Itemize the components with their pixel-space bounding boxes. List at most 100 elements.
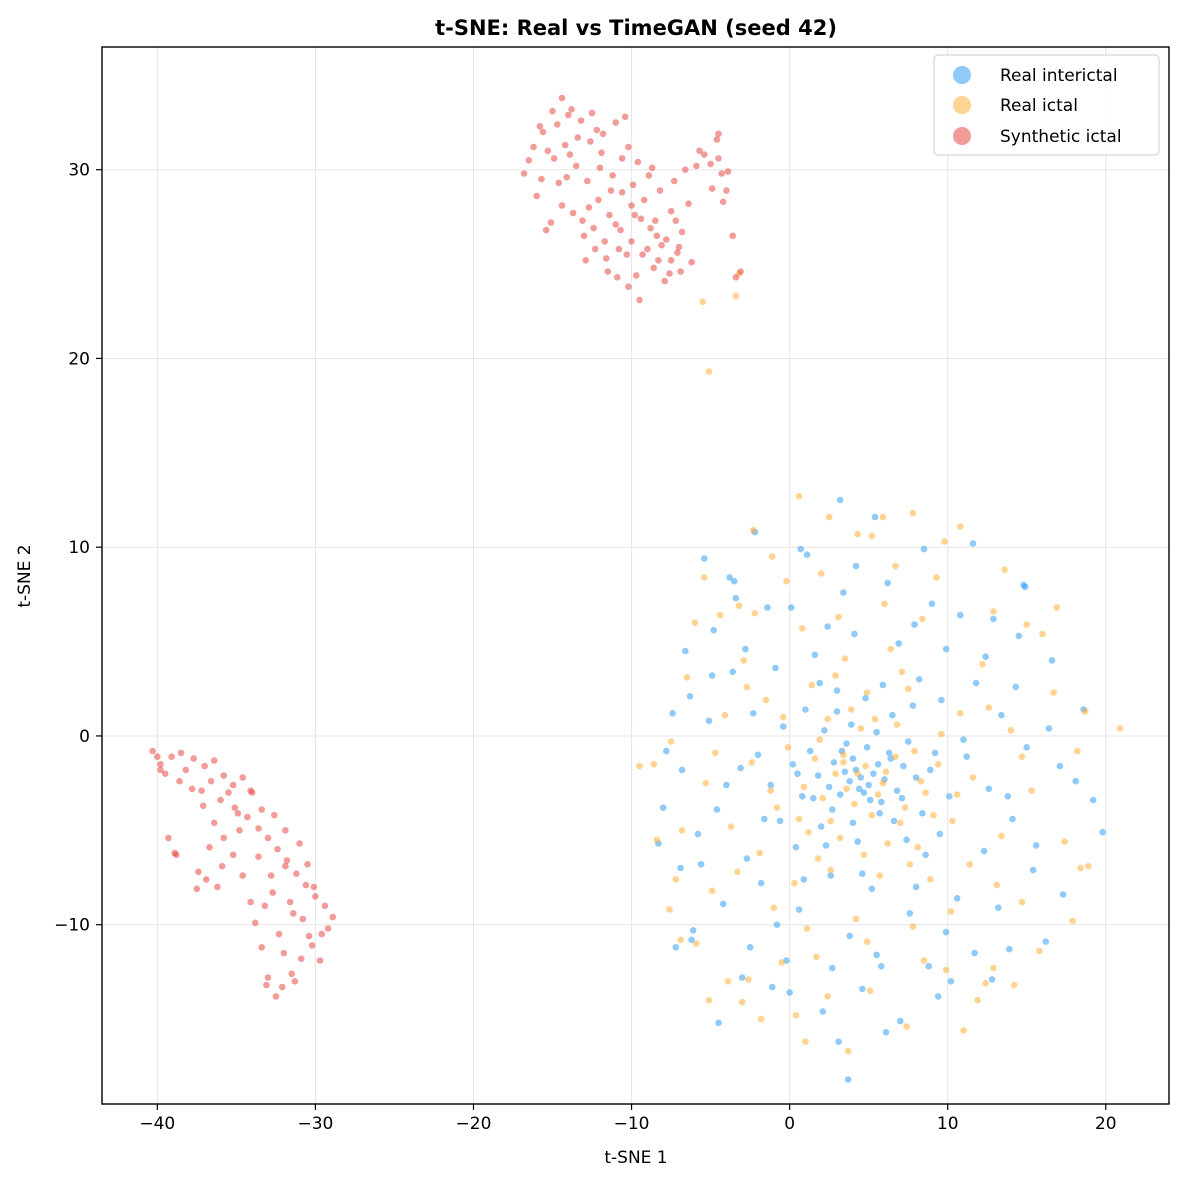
legend-marker-real-interictal [953, 66, 971, 84]
data-point-real-interictal [972, 679, 980, 687]
data-point-real-interictal [742, 645, 749, 653]
data-point-synthetic-ictal [255, 825, 262, 832]
data-point-real-interictal [719, 900, 727, 908]
data-point-real-interictal [772, 664, 779, 672]
data-point-real-ictal [854, 530, 861, 538]
data-point-synthetic-ictal [218, 862, 226, 870]
data-point-synthetic-ictal [591, 245, 599, 253]
data-point-real-ictal [879, 513, 887, 521]
data-point-real-interictal [849, 755, 857, 762]
data-point-real-ictal [1116, 725, 1124, 732]
data-point-real-ictal [911, 747, 918, 755]
data-point-real-ictal [773, 804, 781, 811]
data-point-real-ictal [874, 791, 882, 798]
data-point-real-interictal [936, 830, 944, 838]
data-point-synthetic-ictal [633, 272, 640, 279]
data-point-real-interictal [855, 785, 863, 793]
x-tick-label: −20 [456, 1114, 492, 1134]
data-point-real-interictal [925, 962, 932, 970]
data-point-real-ictal [756, 849, 763, 857]
data-point-synthetic-ictal [274, 845, 281, 853]
data-point-real-interictal [802, 706, 809, 713]
data-point-real-interictal [848, 721, 855, 728]
data-point-synthetic-ictal [612, 119, 619, 126]
data-point-real-ictal [892, 562, 899, 570]
data-point-real-interictal [1006, 945, 1013, 953]
data-point-real-interictal [795, 906, 803, 913]
data-point-synthetic-ictal [590, 224, 597, 232]
data-point-synthetic-ictal [598, 149, 605, 156]
data-point-real-interictal [854, 838, 861, 845]
data-point-real-interictal [912, 774, 920, 781]
data-point-synthetic-ictal [685, 200, 692, 207]
data-point-real-ictal [819, 794, 827, 802]
x-tick-label: −10 [614, 1114, 650, 1134]
data-point-real-ictal [949, 817, 956, 825]
data-point-synthetic-ictal [609, 172, 616, 179]
data-point-synthetic-ictal [539, 128, 547, 136]
data-point-synthetic-ictal [574, 134, 582, 141]
data-point-synthetic-ictal [569, 209, 577, 217]
data-point-real-interictal [814, 772, 822, 779]
data-point-synthetic-ictal [670, 177, 678, 185]
data-point-real-ictal [851, 800, 858, 808]
data-point-real-ictal [998, 832, 1005, 840]
data-point-synthetic-ictal [612, 221, 619, 228]
data-point-real-interictal [878, 962, 885, 970]
data-point-real-interictal [1029, 866, 1037, 874]
data-point-real-interictal [878, 798, 885, 806]
data-point-real-interictal [705, 717, 713, 725]
data-point-real-ictal [783, 577, 790, 585]
data-point-real-interictal [1048, 657, 1056, 664]
data-point-real-ictal [947, 908, 955, 915]
data-point-real-interictal [895, 640, 902, 647]
data-point-synthetic-ictal [297, 955, 305, 962]
data-point-real-interictal [737, 764, 744, 772]
data-point-real-ictal [832, 770, 839, 777]
data-point-real-ictal [740, 657, 748, 664]
data-point-real-ictal [920, 957, 928, 964]
data-point-real-interictal [946, 793, 953, 800]
data-point-synthetic-ictal [318, 930, 326, 938]
data-point-real-ictal [960, 1027, 967, 1034]
data-point-real-interictal [1004, 793, 1012, 800]
data-point-real-interictal [897, 1017, 904, 1025]
data-point-real-interictal [816, 679, 823, 687]
data-point-real-interictal [865, 781, 872, 789]
data-point-real-interictal [919, 810, 926, 817]
data-point-synthetic-ictal [182, 766, 190, 774]
data-point-synthetic-ictal [636, 296, 643, 304]
data-point-synthetic-ictal [220, 772, 227, 779]
data-point-synthetic-ictal [324, 925, 332, 932]
data-point-synthetic-ictal [580, 232, 588, 240]
data-point-real-ictal [712, 749, 719, 757]
data-point-synthetic-ictal [737, 268, 744, 275]
data-point-real-ictal [743, 683, 751, 691]
data-point-real-ictal [922, 789, 929, 796]
data-point-real-ictal [653, 836, 661, 844]
data-point-real-ictal [738, 998, 746, 1006]
data-point-synthetic-ictal [658, 241, 665, 249]
data-point-synthetic-ictal [244, 813, 251, 821]
data-point-real-interictal [841, 768, 849, 776]
data-point-real-interictal [829, 806, 836, 813]
data-point-real-ictal [832, 672, 839, 679]
data-point-real-interictal [803, 551, 811, 558]
data-point-real-ictal [683, 674, 691, 681]
data-point-synthetic-ictal [149, 747, 156, 755]
data-point-real-ictal [982, 979, 989, 987]
data-point-real-interictal [1009, 815, 1016, 823]
x-axis-label: t-SNE 1 [604, 1148, 667, 1168]
data-point-synthetic-ictal [715, 130, 722, 138]
data-point-real-interictal [713, 806, 721, 813]
data-point-real-interictal [1089, 796, 1097, 804]
data-point-real-ictal [879, 779, 887, 787]
data-point-synthetic-ictal [561, 141, 569, 149]
legend-label-synthetic-ictal: Synthetic ictal [1000, 127, 1122, 147]
data-point-real-ictal [930, 811, 937, 819]
data-point-real-interictal [743, 855, 751, 862]
data-point-synthetic-ictal [565, 111, 572, 119]
data-point-real-ictal [802, 1038, 809, 1045]
data-point-real-ictal [862, 762, 869, 770]
data-point-real-ictal [800, 783, 808, 791]
